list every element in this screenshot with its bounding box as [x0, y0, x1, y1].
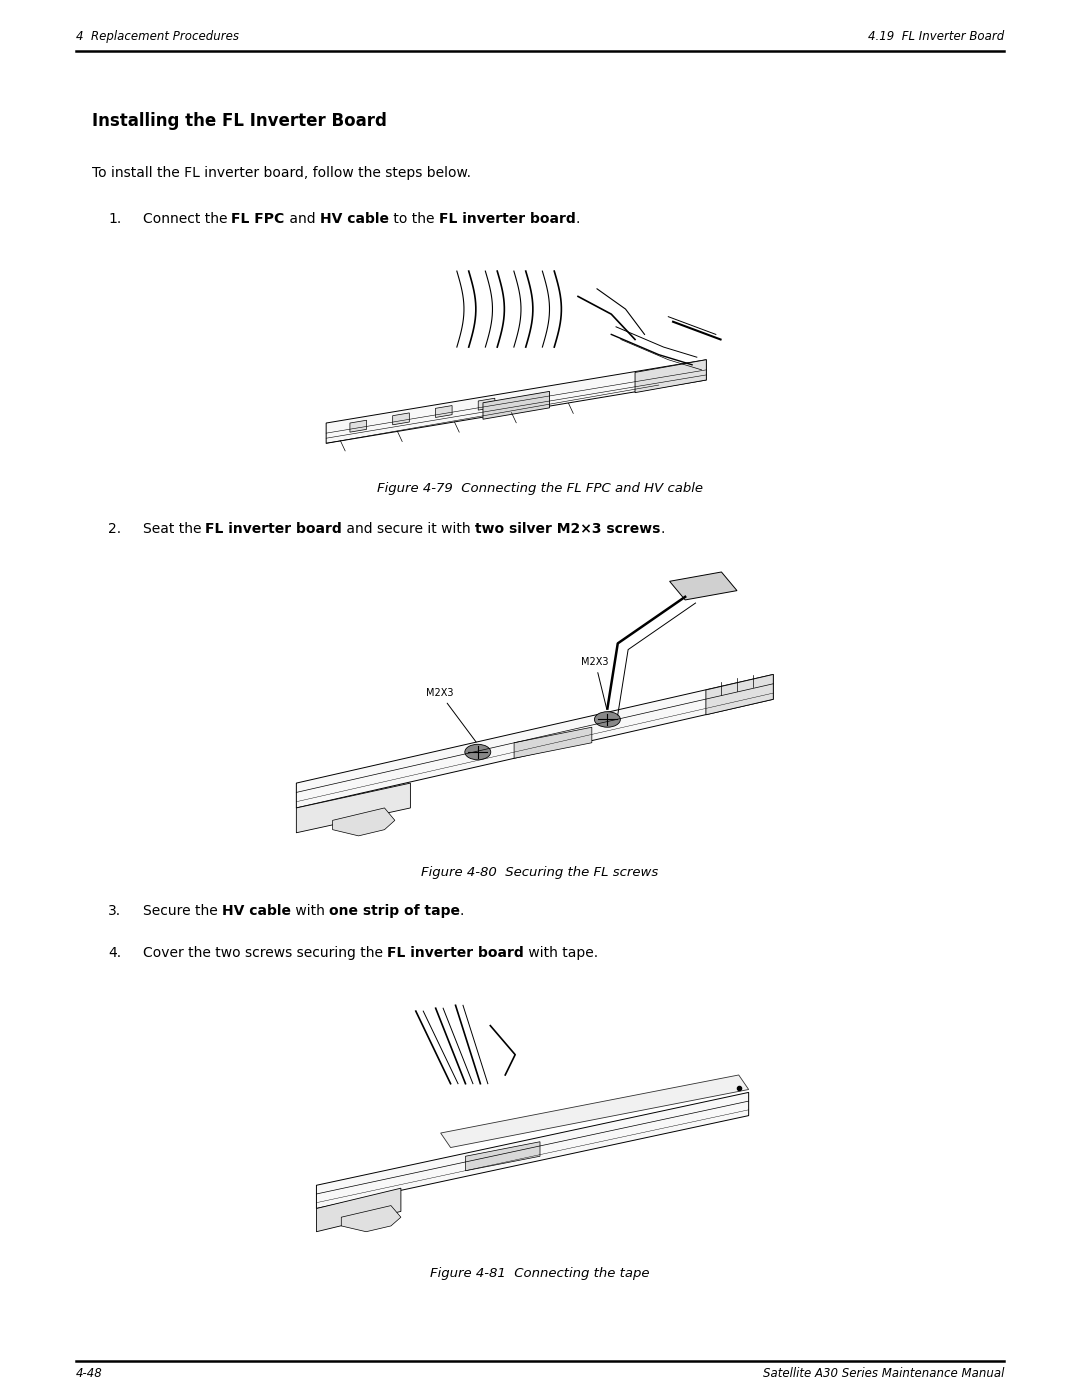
Text: Seat the: Seat the — [143, 522, 205, 536]
Polygon shape — [326, 359, 706, 443]
Text: .: . — [460, 904, 464, 918]
Polygon shape — [316, 1189, 401, 1232]
Polygon shape — [670, 571, 737, 599]
Text: two silver M2×3 screws: two silver M2×3 screws — [475, 522, 661, 536]
Text: 3.: 3. — [108, 904, 121, 918]
Text: HV cable: HV cable — [320, 212, 389, 226]
Text: Figure 4-79  Connecting the FL FPC and HV cable: Figure 4-79 Connecting the FL FPC and HV… — [377, 482, 703, 495]
Text: 4.: 4. — [108, 946, 121, 960]
Polygon shape — [296, 784, 410, 833]
Polygon shape — [706, 675, 773, 715]
Text: FL inverter board: FL inverter board — [205, 522, 342, 536]
Circle shape — [464, 745, 490, 760]
Text: M2X3: M2X3 — [426, 689, 476, 742]
Text: with tape.: with tape. — [524, 946, 598, 960]
Text: .: . — [661, 522, 665, 536]
Polygon shape — [341, 1206, 401, 1232]
Text: M2X3: M2X3 — [581, 657, 609, 710]
Text: To install the FL inverter board, follow the steps below.: To install the FL inverter board, follow… — [92, 166, 471, 180]
Text: HV cable: HV cable — [221, 904, 291, 918]
Text: Installing the FL Inverter Board: Installing the FL Inverter Board — [92, 112, 387, 130]
Polygon shape — [465, 1141, 540, 1171]
Polygon shape — [333, 807, 395, 835]
Text: and: and — [285, 212, 320, 226]
Text: FL inverter board: FL inverter board — [387, 946, 524, 960]
Text: Secure the: Secure the — [143, 904, 221, 918]
Text: one strip of tape: one strip of tape — [329, 904, 460, 918]
Text: FL inverter board: FL inverter board — [438, 212, 576, 226]
Polygon shape — [393, 414, 409, 425]
Text: 2.: 2. — [108, 522, 121, 536]
Polygon shape — [635, 359, 706, 393]
Polygon shape — [296, 675, 773, 807]
Text: .: . — [576, 212, 580, 226]
Text: Figure 4-80  Securing the FL screws: Figure 4-80 Securing the FL screws — [421, 866, 659, 879]
Text: with: with — [291, 904, 329, 918]
Polygon shape — [350, 420, 366, 432]
Polygon shape — [441, 1074, 748, 1147]
Text: FL FPC: FL FPC — [231, 212, 285, 226]
Text: and secure it with: and secure it with — [342, 522, 475, 536]
Polygon shape — [435, 405, 453, 418]
Text: 4  Replacement Procedures: 4 Replacement Procedures — [76, 29, 239, 43]
Text: Cover the two screws securing the: Cover the two screws securing the — [143, 946, 387, 960]
Circle shape — [594, 711, 620, 728]
Text: to the: to the — [389, 212, 438, 226]
Text: Connect the: Connect the — [143, 212, 231, 226]
Polygon shape — [478, 398, 495, 411]
Text: 1.: 1. — [108, 212, 121, 226]
Text: 4.19  FL Inverter Board: 4.19 FL Inverter Board — [868, 29, 1004, 43]
Polygon shape — [514, 728, 592, 759]
Text: Satellite A30 Series Maintenance Manual: Satellite A30 Series Maintenance Manual — [764, 1366, 1004, 1380]
Text: Figure 4-81  Connecting the tape: Figure 4-81 Connecting the tape — [430, 1267, 650, 1280]
Polygon shape — [483, 391, 550, 419]
Text: 4-48: 4-48 — [76, 1366, 103, 1380]
Polygon shape — [316, 1092, 748, 1208]
